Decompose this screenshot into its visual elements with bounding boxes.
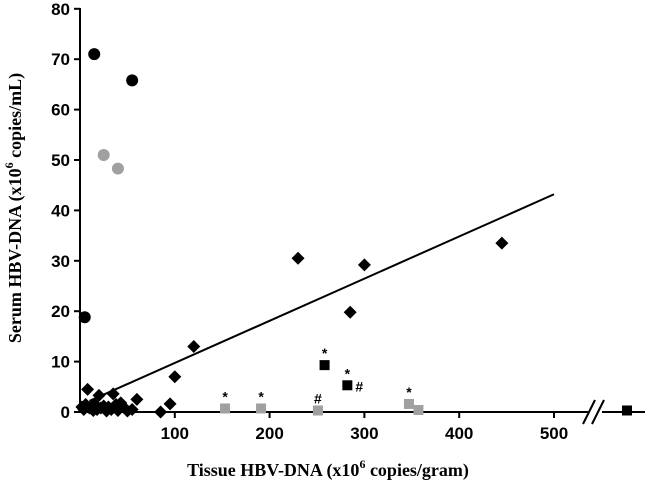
x-axis-title: Tissue HBV-DNA (x106 copies/gram) <box>187 457 469 481</box>
y-axis-ticks: 0 10 20 30 40 50 60 70 80 <box>51 0 80 422</box>
square-point <box>256 403 267 414</box>
point-annotation: * <box>322 345 328 361</box>
y-tick-label: 60 <box>51 101 70 120</box>
diamond-point <box>130 392 144 406</box>
square-point <box>319 360 330 371</box>
trend-line <box>89 193 555 402</box>
data-marks: **#* * # * <box>75 48 632 419</box>
diamond-point <box>168 370 182 384</box>
diamond-point <box>106 387 120 401</box>
y-tick-label: 0 <box>61 403 70 422</box>
point-annotation: * <box>258 388 264 404</box>
diamond-point <box>495 236 509 250</box>
circle-point <box>97 148 110 161</box>
square-point <box>342 380 353 391</box>
circle-point <box>78 311 91 324</box>
square-point <box>220 403 231 414</box>
y-tick-label: 30 <box>51 252 70 271</box>
x-tick-label: 300 <box>350 424 378 443</box>
diamond-point <box>357 258 371 272</box>
x-tick-label: 500 <box>540 424 568 443</box>
x-tick-label: 400 <box>445 424 473 443</box>
square-point <box>312 405 323 416</box>
diamond-point <box>154 405 168 419</box>
axis-break-mark-right <box>591 399 605 425</box>
point-annotation: * <box>345 365 351 381</box>
diamond-point <box>343 305 357 319</box>
y-tick-label: 10 <box>51 353 70 372</box>
circle-point <box>126 74 139 87</box>
diamond-point <box>291 251 305 265</box>
diamond-point <box>163 397 177 411</box>
square-point <box>622 405 632 416</box>
diamond-point <box>125 402 139 416</box>
y-axis-title: Serum HBV-DNA (x106 copies/mL) <box>2 73 26 343</box>
square-point <box>403 398 414 409</box>
y-tick-label: 80 <box>51 0 70 19</box>
y-tick-label: 20 <box>51 302 70 321</box>
circle-point <box>111 162 124 175</box>
y-tick-label: 40 <box>51 201 70 220</box>
plot-area <box>79 8 645 425</box>
point-annotation-secondary: # <box>355 378 363 394</box>
diamond-point <box>187 339 201 353</box>
y-tick-label: 50 <box>51 151 70 170</box>
square-point <box>413 404 424 415</box>
axis-break-mark-left <box>582 399 596 425</box>
diamond-point <box>81 382 95 396</box>
point-annotation: # <box>314 390 322 406</box>
point-annotation: * <box>222 388 228 404</box>
point-annotation: * <box>406 384 412 400</box>
x-tick-label: 100 <box>161 424 189 443</box>
x-tick-label: 200 <box>255 424 283 443</box>
x-axis-ticks: 100 200 300 400 500 <box>161 412 568 443</box>
y-tick-label: 70 <box>51 50 70 69</box>
circle-point <box>88 48 101 61</box>
